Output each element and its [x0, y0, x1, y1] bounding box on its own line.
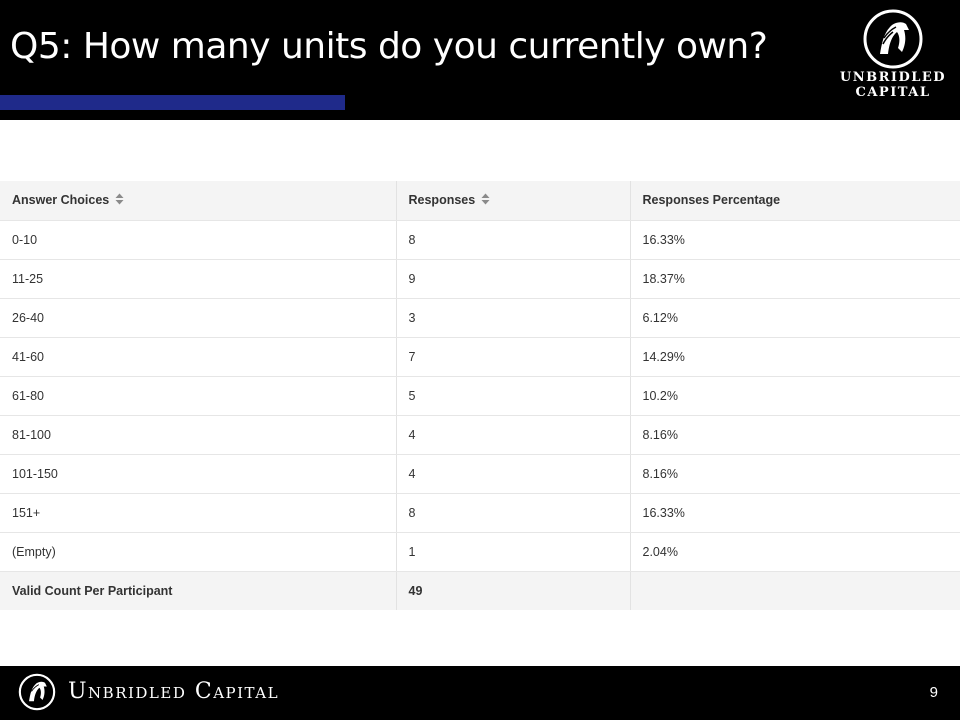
footer-brand-name: Unbridled Capital	[68, 679, 280, 704]
answer-choice-cell: 101-150	[0, 454, 396, 494]
percentage-cell: 16.33%	[629, 493, 960, 533]
responses-cell: 7	[395, 337, 630, 377]
responses-cell: 3	[395, 298, 630, 338]
valid-count-value: 49	[395, 571, 630, 610]
percentage-cell: 2.04%	[629, 532, 960, 572]
slide-header: Q5: How many units do you currently own?…	[0, 0, 960, 120]
horse-head-icon	[18, 673, 56, 711]
responses-cell: 4	[395, 415, 630, 455]
column-header-responses-percentage: Responses Percentage	[629, 181, 960, 221]
answer-choice-cell: 61-80	[0, 376, 396, 416]
table-row: 11-25 9 18.37%	[0, 259, 960, 299]
percentage-cell: 6.12%	[629, 298, 960, 338]
responses-table-container: Answer Choices Responses Responses Perce…	[0, 181, 960, 610]
answer-choice-cell: 26-40	[0, 298, 396, 338]
table-row: 151+ 8 16.33%	[0, 493, 960, 533]
table-row: 101-150 4 8.16%	[0, 454, 960, 494]
responses-cell: 5	[395, 376, 630, 416]
table-row: 41-60 7 14.29%	[0, 337, 960, 377]
answer-choice-cell: 151+	[0, 493, 396, 533]
sort-icon[interactable]	[481, 193, 490, 205]
answer-choice-cell: 0-10	[0, 220, 396, 260]
responses-cell: 4	[395, 454, 630, 494]
company-logo: UNBRIDLED CAPITAL	[838, 8, 948, 112]
valid-count-label: Valid Count Per Participant	[0, 571, 396, 610]
table-row: 26-40 3 6.12%	[0, 298, 960, 338]
logo-text-line2: CAPITAL	[855, 85, 931, 100]
percentage-cell: 10.2%	[629, 376, 960, 416]
responses-table: Answer Choices Responses Responses Perce…	[0, 181, 960, 610]
sort-icon[interactable]	[115, 193, 124, 205]
table-footer-row: Valid Count Per Participant 49	[0, 571, 960, 610]
column-header-answer-choices[interactable]: Answer Choices	[0, 181, 396, 221]
answer-choice-cell: 81-100	[0, 415, 396, 455]
page-number: 9	[929, 684, 938, 701]
answer-choice-cell: 41-60	[0, 337, 396, 377]
table-row: 0-10 8 16.33%	[0, 220, 960, 260]
responses-cell: 8	[395, 220, 630, 260]
column-header-responses[interactable]: Responses	[395, 181, 630, 221]
table-header-row: Answer Choices Responses Responses Perce…	[0, 181, 960, 221]
percentage-cell: 18.37%	[629, 259, 960, 299]
answer-choice-cell: 11-25	[0, 259, 396, 299]
horse-head-icon	[863, 9, 923, 69]
column-header-label: Responses	[408, 193, 476, 208]
table-row: 81-100 4 8.16%	[0, 415, 960, 455]
logo-text-line1: UNBRIDLED	[839, 70, 947, 85]
column-header-label: Responses Percentage	[642, 193, 781, 208]
slide-footer: Unbridled Capital 9	[0, 666, 960, 720]
responses-cell: 8	[395, 493, 630, 533]
responses-cell: 9	[395, 259, 630, 299]
valid-count-empty-cell	[629, 571, 960, 610]
slide-title: Q5: How many units do you currently own?	[10, 26, 768, 67]
percentage-cell: 14.29%	[629, 337, 960, 377]
column-header-label: Answer Choices	[12, 193, 110, 208]
responses-cell: 1	[395, 532, 630, 572]
answer-choice-cell: (Empty)	[0, 532, 396, 572]
table-row: 61-80 5 10.2%	[0, 376, 960, 416]
accent-bar	[0, 95, 345, 110]
table-row: (Empty) 1 2.04%	[0, 532, 960, 572]
percentage-cell: 16.33%	[629, 220, 960, 260]
percentage-cell: 8.16%	[629, 454, 960, 494]
percentage-cell: 8.16%	[629, 415, 960, 455]
